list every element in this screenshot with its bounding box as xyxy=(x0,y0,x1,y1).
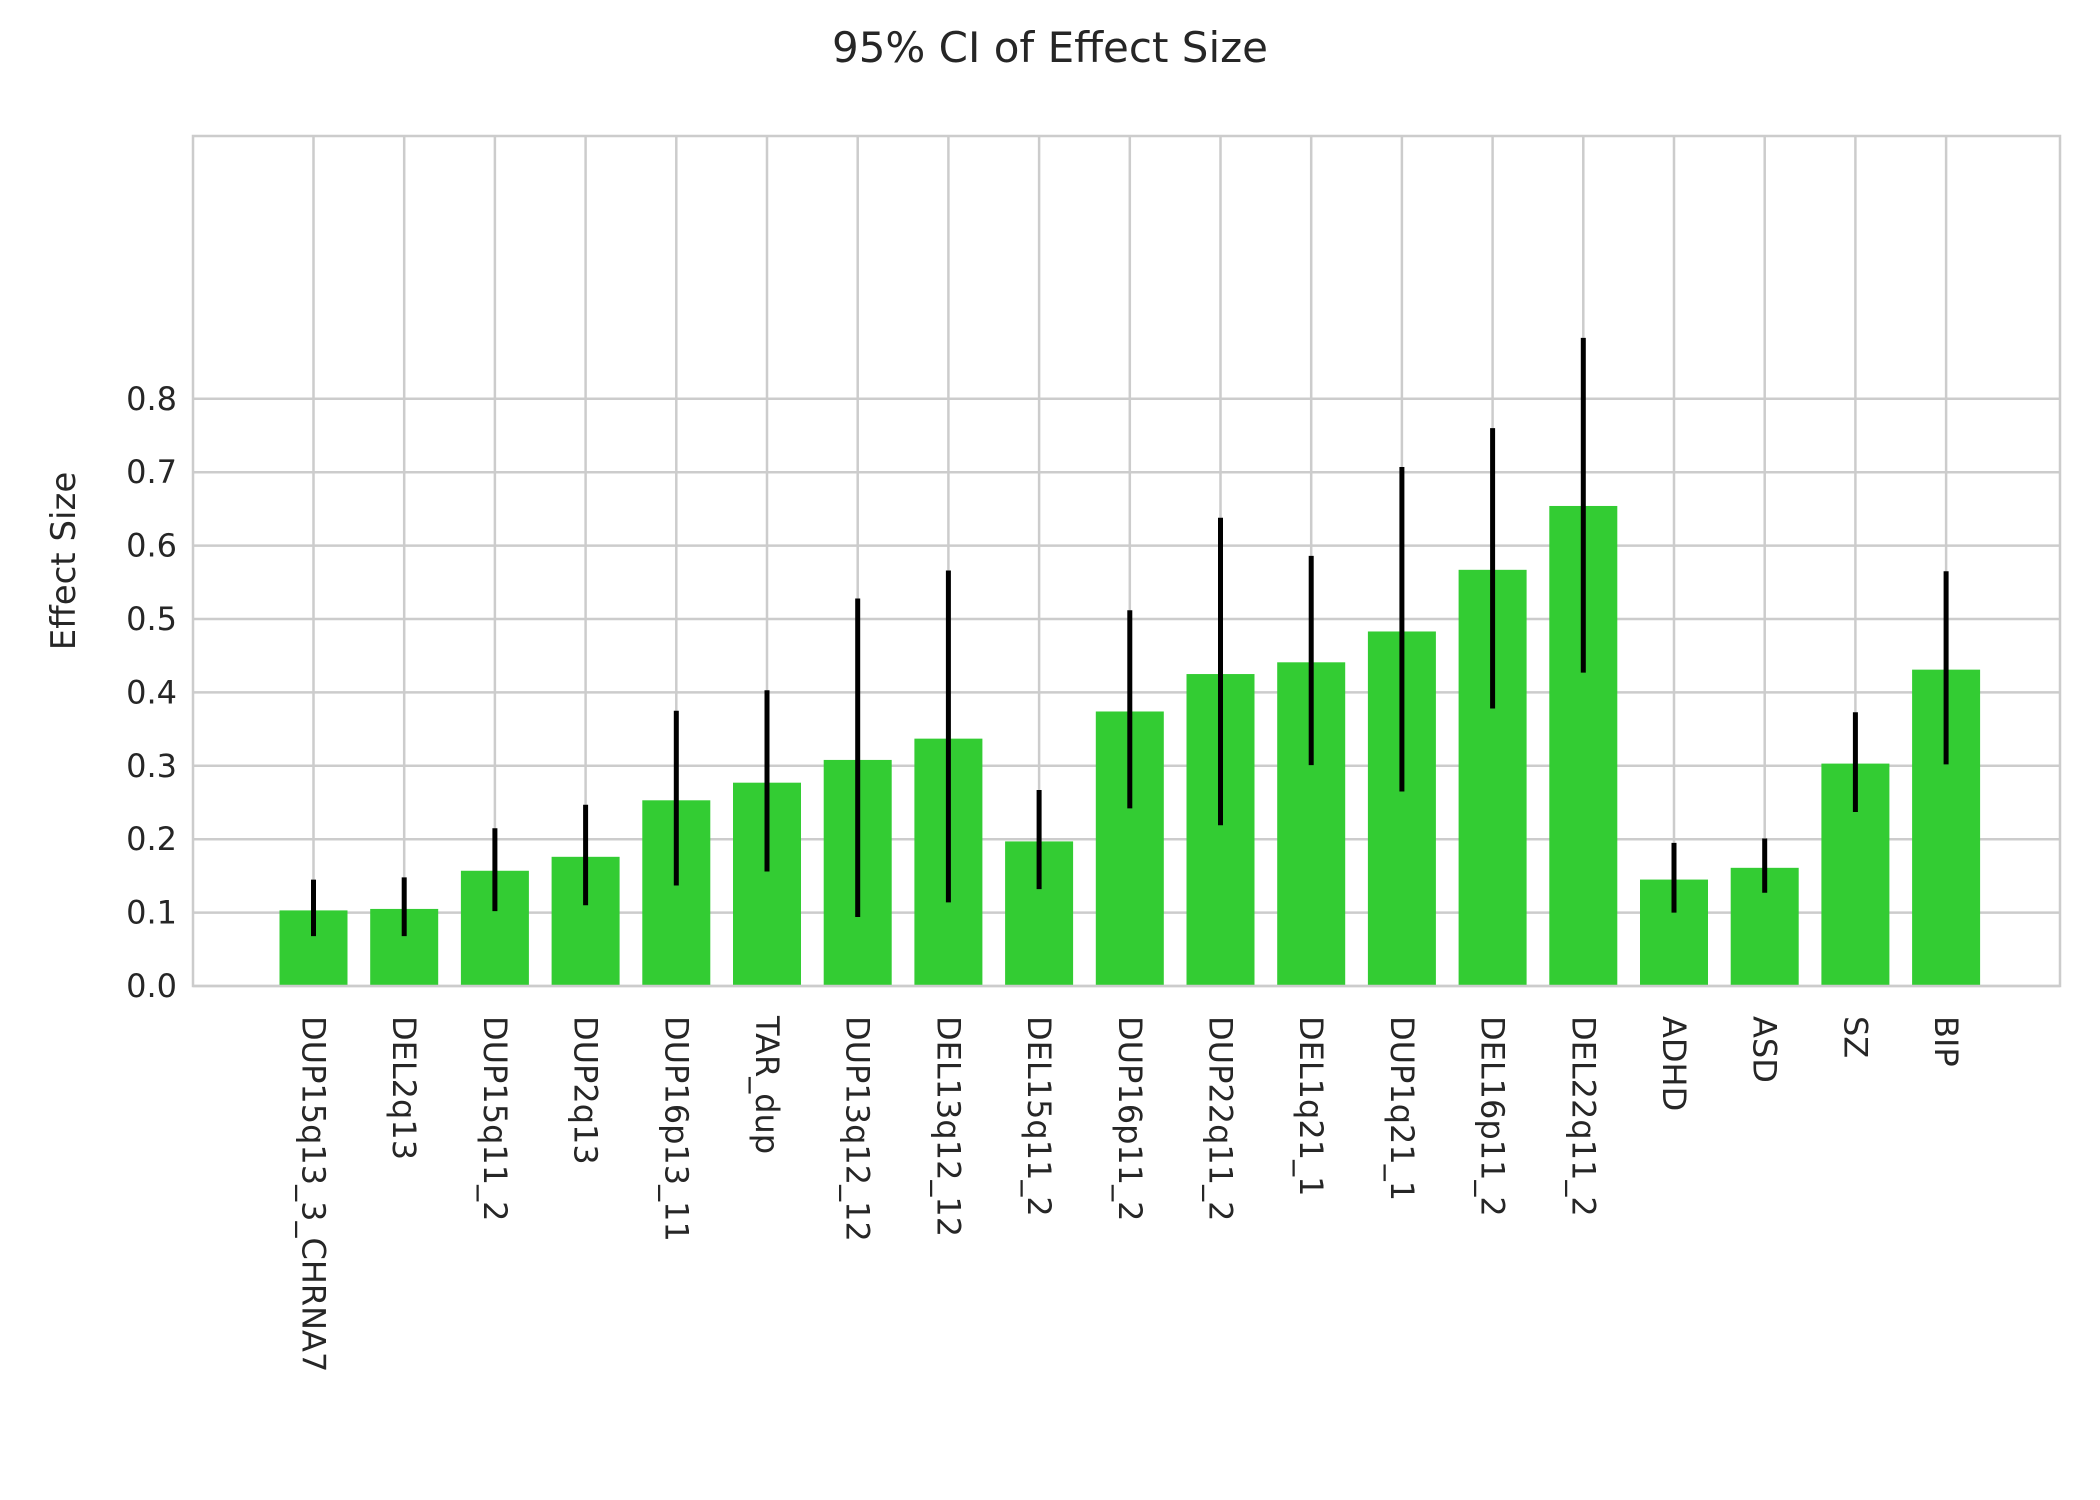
x-tick-label: DUP15q13_3_CHRNA7 xyxy=(295,1016,333,1372)
x-tick-label: BIP xyxy=(1927,1016,1965,1067)
x-tick-label: ADHD xyxy=(1655,1016,1693,1111)
x-tick-label: DEL13q12_12 xyxy=(929,1016,967,1237)
y-tick-label: 0.4 xyxy=(126,673,177,711)
x-tick-label: DEL16p11_2 xyxy=(1474,1016,1512,1217)
y-tick-label: 0.3 xyxy=(126,747,177,785)
x-tick-labels: DUP15q13_3_CHRNA7 DEL2q13 DUP15q11_2 DUP2q1… xyxy=(295,1015,1966,1372)
errorbar-layer xyxy=(311,337,1949,937)
x-tick-label: DUP1q21_1 xyxy=(1383,1016,1421,1201)
chart-title: 95% CI of Effect Size xyxy=(832,23,1268,72)
x-tick-label: DEL2q13 xyxy=(385,1016,423,1160)
y-tick-label: 0.7 xyxy=(126,453,177,491)
y-axis-label: Effect Size xyxy=(44,472,84,650)
y-tick-label: 0.2 xyxy=(126,820,177,858)
x-tick-label: DEL15q11_2 xyxy=(1020,1016,1058,1217)
x-tick-label: SZ xyxy=(1836,1016,1874,1058)
plot-frame xyxy=(191,134,2062,988)
x-tick-label: DEL22q11_2 xyxy=(1564,1016,1602,1217)
y-tick-labels: 0.0 0.1 0.2 0.3 0.4 0.5 0.6 0.7 0.8 xyxy=(126,380,177,1005)
x-tick-label: TAR_dup xyxy=(748,1015,786,1154)
y-tick-label: 0.8 xyxy=(126,380,177,418)
x-tick-label: DUP15q11_2 xyxy=(476,1016,514,1221)
x-tick-label: ASD xyxy=(1746,1016,1784,1083)
x-tick-label: DEL1q21_1 xyxy=(1292,1016,1330,1196)
y-tick-label: 0.0 xyxy=(126,967,177,1005)
x-tick-label: DUP2q13 xyxy=(567,1016,605,1165)
x-tick-label: DUP13q12_12 xyxy=(839,1016,877,1242)
x-tick-label: DUP16p13_11 xyxy=(657,1016,695,1242)
y-tick-label: 0.1 xyxy=(126,894,177,932)
x-tick-label: DUP16p11_2 xyxy=(1111,1016,1149,1221)
y-tick-label: 0.5 xyxy=(126,600,177,638)
x-tick-label: DUP22q11_2 xyxy=(1202,1016,1240,1221)
y-tick-label: 0.6 xyxy=(126,527,177,565)
